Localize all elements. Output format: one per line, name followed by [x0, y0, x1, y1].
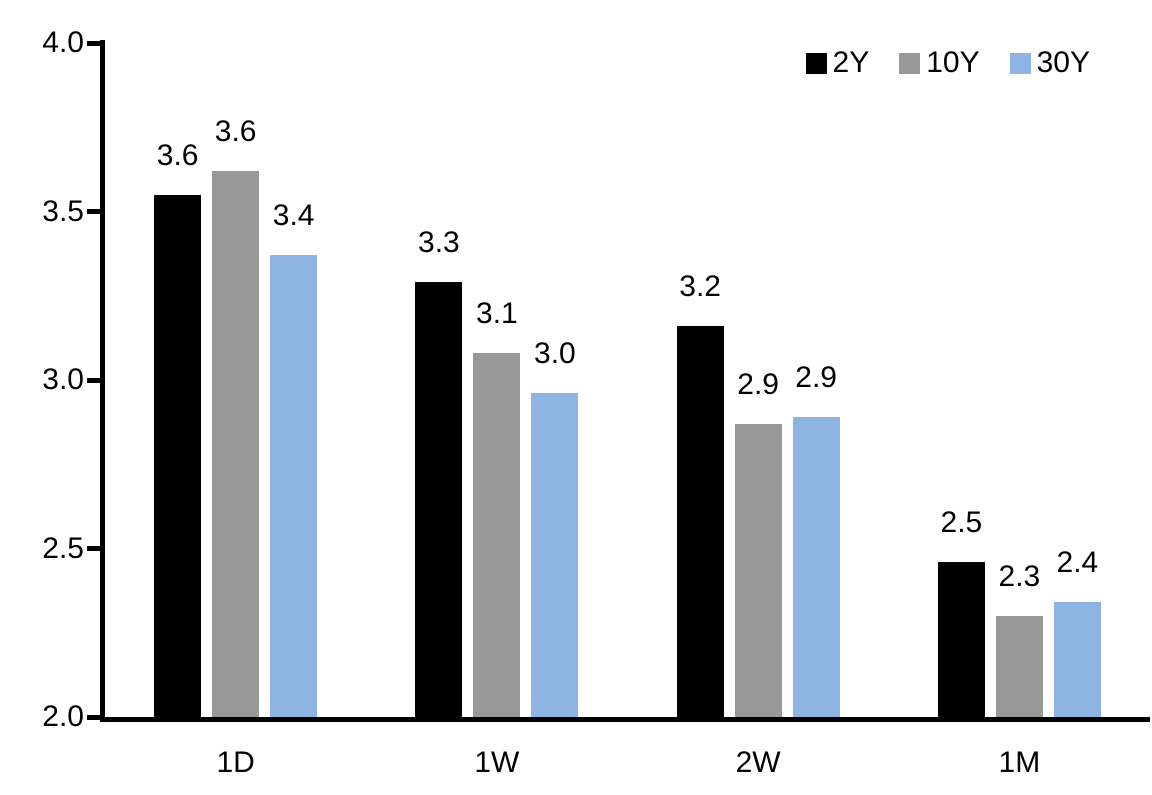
bar-2y-1m — [937, 561, 985, 717]
y-axis-tick — [87, 377, 101, 383]
legend-label: 30Y — [1036, 46, 1090, 79]
legend-label: 10Y — [926, 46, 980, 79]
bar-10y-1d — [212, 171, 260, 717]
y-axis-tick-label: 2.0 — [42, 700, 84, 733]
bar-value-label: 2.3 — [998, 559, 1041, 593]
bar-30y-1m — [1053, 602, 1101, 717]
bar-value-label: 2.9 — [737, 367, 779, 401]
y-axis-tick — [87, 40, 101, 46]
legend-swatch-30y-icon — [1009, 52, 1031, 74]
bar-30y-2w — [792, 417, 840, 717]
legend-item-30y: 30Y — [1009, 46, 1090, 80]
bar-2y-1w — [415, 282, 463, 717]
bar-10y-2w — [734, 423, 782, 717]
legend-item-10y: 10Y — [899, 46, 980, 80]
bar-10y-1w — [473, 353, 521, 717]
y-axis-tick-label: 4.0 — [42, 26, 84, 59]
legend-swatch-2y-icon — [805, 52, 827, 74]
bar-value-label: 2.4 — [1056, 546, 1099, 580]
y-axis-tick — [87, 546, 101, 551]
chart-legend: 2Y 10Y 30Y — [805, 46, 1090, 80]
y-axis-tick-label: 3.5 — [42, 194, 84, 228]
bar-2y-1d — [154, 194, 202, 717]
y-axis-tick — [87, 209, 101, 214]
bar-value-label: 3.0 — [534, 337, 576, 371]
bar-2y-2w — [676, 326, 724, 717]
bar-30y-1w — [531, 393, 579, 717]
x-axis-category-label: 1D — [216, 746, 255, 779]
bar-30y-1d — [270, 255, 318, 717]
bar-value-label: 2.5 — [940, 505, 983, 539]
y-axis-line — [100, 40, 105, 722]
bar-value-label: 3.6 — [214, 115, 257, 149]
bar-value-label: 3.2 — [679, 270, 721, 304]
legend-item-2y: 2Y — [805, 46, 870, 80]
x-axis-category-label: 2W — [735, 746, 781, 779]
bar-value-label: 3.3 — [418, 226, 460, 260]
bar-value-label: 3.4 — [272, 199, 315, 233]
y-axis-tick — [87, 714, 101, 720]
x-axis-category-label: 1W — [474, 746, 520, 779]
bar-10y-1m — [995, 615, 1043, 717]
legend-swatch-10y-icon — [899, 52, 921, 74]
legend-label: 2Y — [832, 46, 870, 79]
bar-value-label: 3.1 — [476, 297, 518, 331]
y-axis-tick-label: 2.5 — [42, 531, 84, 565]
y-axis-tick-label: 3.0 — [42, 363, 84, 396]
bar-value-label: 2.9 — [795, 361, 837, 395]
x-axis-category-label: 1M — [998, 746, 1041, 779]
bar-value-label: 3.6 — [156, 138, 199, 172]
x-axis-line — [100, 717, 1150, 722]
